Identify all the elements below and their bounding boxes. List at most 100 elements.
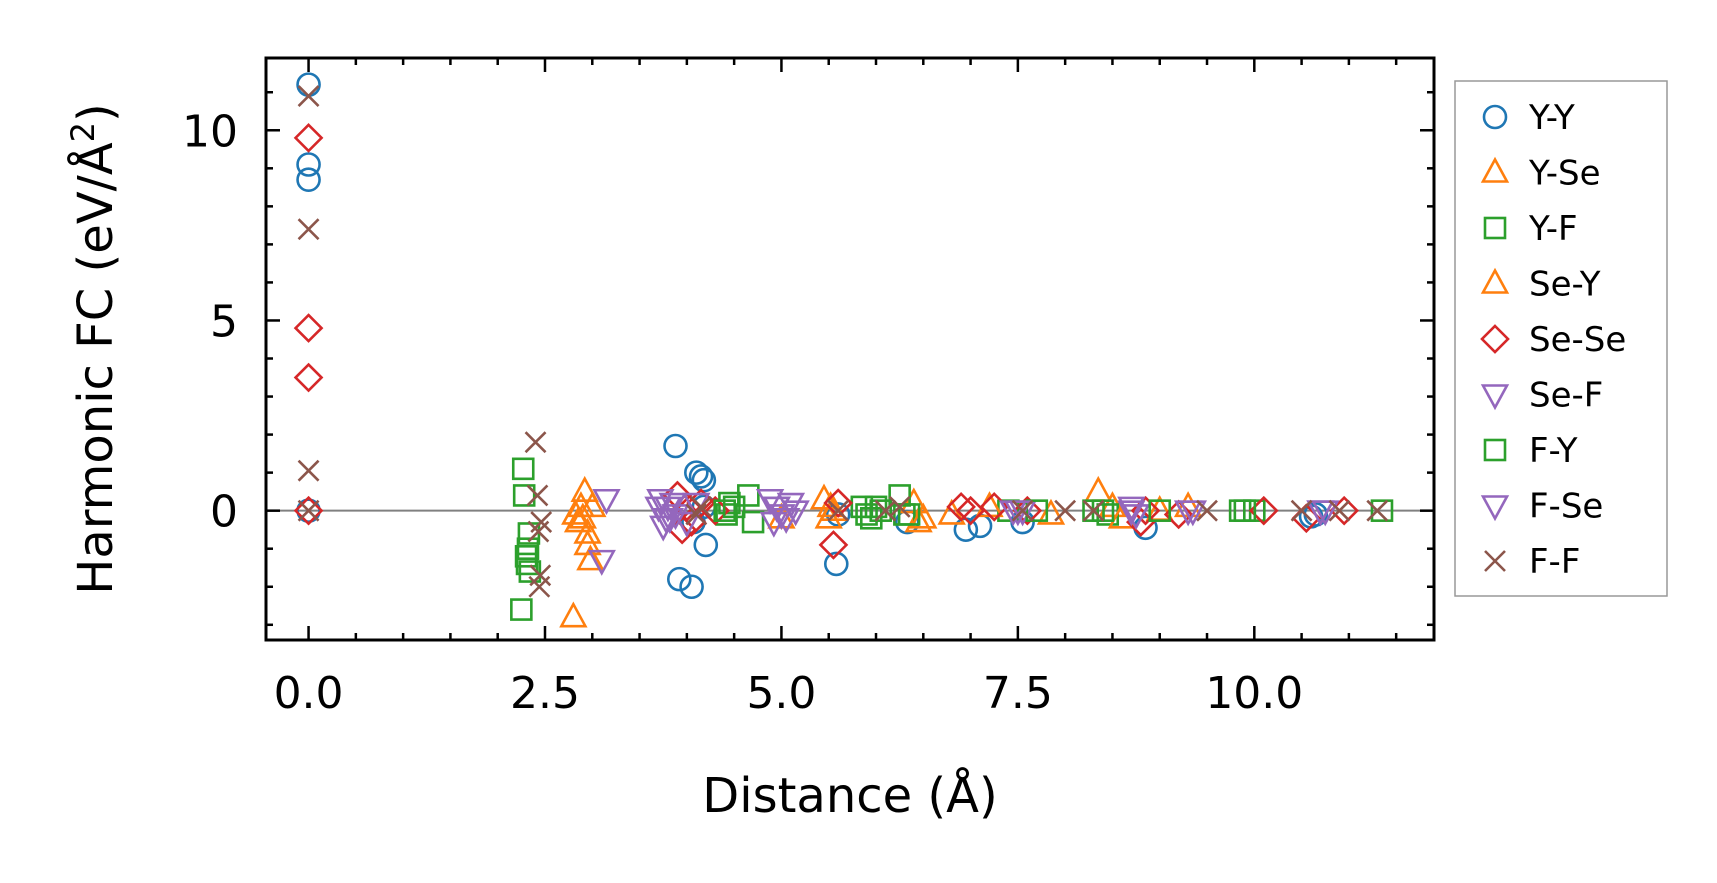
data-point [1011, 499, 1034, 522]
data-point [722, 495, 746, 519]
data-point [661, 504, 690, 531]
data-point [904, 506, 933, 533]
data-point [587, 549, 616, 576]
data-point [529, 564, 552, 587]
x-tick-label: 0.0 [274, 668, 344, 719]
data-point [578, 491, 607, 518]
data-point [825, 502, 851, 527]
data-point [679, 574, 704, 600]
x-tick-label: 2.5 [510, 668, 580, 719]
y-axis-label-superscript: 2 [64, 122, 102, 142]
data-point [573, 517, 602, 544]
y-tick-label: 10 [182, 106, 238, 157]
data-point [827, 499, 850, 522]
data-point [297, 499, 320, 522]
legend-label: Y-F [1528, 209, 1578, 249]
legend-label: F-F [1529, 542, 1580, 582]
data-point [526, 484, 549, 507]
data-point [297, 459, 320, 482]
data-point [967, 513, 993, 539]
data-point [1025, 499, 1049, 522]
x-tick-label: 7.5 [983, 668, 1053, 719]
data-point [909, 502, 938, 529]
legend-label: Se-Y [1529, 265, 1601, 305]
data-point [518, 560, 542, 583]
legend: Y-Y Y-Se Y-F Se-Y Se-Se Se-F F-Y F-Se F-F [1454, 80, 1668, 597]
series-f-f [297, 85, 1389, 598]
data-point [1082, 499, 1105, 522]
data-point [672, 511, 702, 538]
legend-item-y-se: Y-Se [1480, 154, 1601, 194]
data-point [666, 566, 692, 592]
data-point [646, 488, 675, 515]
legend-marker [1483, 438, 1507, 462]
data-point [690, 495, 712, 518]
data-point [512, 484, 536, 507]
data-point [511, 457, 535, 481]
data-point [715, 503, 738, 526]
x-tick-label: 5.0 [746, 668, 816, 719]
data-point [663, 433, 688, 459]
data-point [946, 492, 976, 522]
data-point [684, 460, 709, 485]
data-point [1306, 500, 1335, 527]
data-point [1117, 496, 1146, 523]
data-point [293, 123, 324, 153]
legend-label: Se-Se [1529, 320, 1626, 360]
data-point [1178, 500, 1208, 527]
legend-label: Y-Y [1528, 98, 1575, 138]
data-point [1036, 498, 1066, 525]
legend-item-f-se: F-Se [1480, 487, 1603, 527]
series-se-f [587, 488, 1340, 576]
data-point [293, 362, 324, 393]
axis-ticks [266, 58, 1434, 640]
data-point [1117, 500, 1146, 527]
y-tick-label: 0 [210, 487, 238, 538]
data-point [1366, 499, 1389, 522]
legend-marker [1480, 495, 1510, 522]
series-y-f [510, 457, 1394, 621]
y-tick-label: 5 [210, 296, 238, 347]
legend-item-y-y: Y-Y [1482, 98, 1575, 138]
data-point [864, 495, 888, 519]
data-point [524, 431, 547, 454]
legend-item-y-f: Y-F [1483, 209, 1578, 249]
legend-marker [1483, 216, 1507, 240]
data-points [293, 72, 1394, 628]
data-point [693, 532, 719, 558]
legend-marker [1480, 384, 1510, 411]
legend-marker [1480, 267, 1510, 294]
data-point [297, 85, 320, 107]
data-point [771, 507, 801, 534]
data-point [823, 488, 854, 518]
data-point [515, 552, 539, 576]
data-point [818, 530, 849, 560]
y-axis-label: Harmonic FC (eV/Å2) [64, 103, 124, 595]
data-point [293, 313, 324, 343]
series-f-y [713, 495, 1257, 530]
data-point [1084, 475, 1113, 502]
data-point [781, 500, 810, 527]
legend-marker [1484, 550, 1506, 572]
legend-label: F-Y [1529, 431, 1578, 471]
data-point [296, 72, 321, 97]
legend-item-f-f: F-F [1484, 542, 1580, 582]
legend-item-f-y: F-Y [1483, 431, 1578, 471]
data-point [1054, 499, 1077, 522]
data-point [592, 488, 621, 515]
data-point [296, 152, 321, 177]
legend-marker [1480, 156, 1510, 183]
data-point [823, 551, 849, 577]
legend-marker [1480, 324, 1510, 354]
data-point [737, 484, 760, 507]
data-point [651, 507, 681, 534]
data-point [888, 495, 911, 518]
legend-item-se-y: Se-Y [1480, 265, 1601, 305]
data-point [510, 598, 533, 621]
data-point [516, 537, 540, 561]
x-axis-label: Distance (Å) [702, 767, 997, 824]
data-point [859, 506, 883, 530]
data-point [530, 511, 553, 533]
legend-item-se-f: Se-F [1480, 376, 1603, 416]
